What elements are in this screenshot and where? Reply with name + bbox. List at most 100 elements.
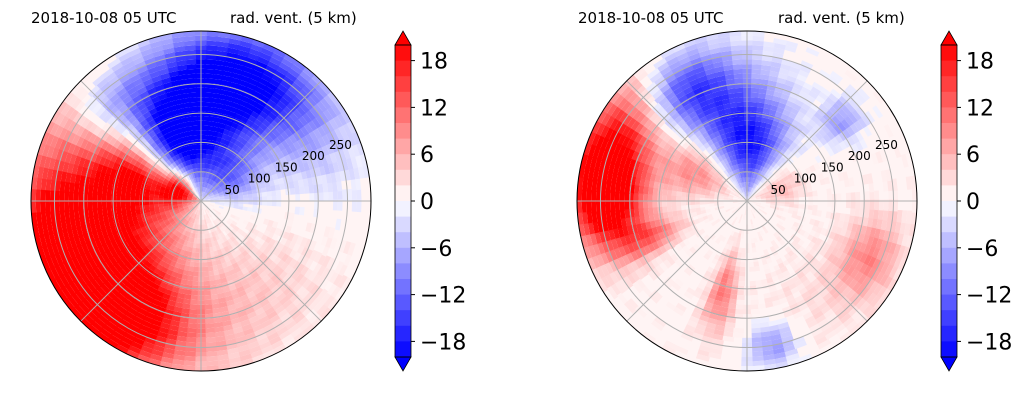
field-cell: [760, 184, 766, 189]
field-cell: [220, 79, 231, 87]
field-cell: [179, 162, 185, 169]
field-cell: [745, 191, 747, 197]
field-cell: [761, 198, 766, 201]
field-cell: [207, 184, 212, 190]
field-cell: [705, 175, 711, 182]
field-cell: [775, 159, 782, 166]
field-cell: [312, 137, 322, 150]
field-cell: [211, 131, 219, 137]
field-cell: [312, 102, 324, 115]
field-cell: [193, 183, 197, 188]
field-cell: [793, 256, 802, 265]
field-cell: [294, 118, 305, 129]
field-cell: [724, 192, 730, 196]
field-cell: [160, 211, 166, 216]
field-cell: [117, 177, 124, 186]
field-cell: [39, 234, 48, 249]
field-cell: [867, 216, 874, 228]
field-cell: [737, 208, 742, 213]
field-cell: [82, 233, 91, 245]
field-cell: [163, 273, 172, 281]
field-cell: [254, 306, 266, 316]
field-cell: [706, 322, 718, 330]
field-cell: [40, 178, 47, 192]
field-cell: [173, 118, 182, 125]
field-cell: [173, 349, 187, 357]
field-cell: [703, 68, 716, 76]
field-cell: [160, 77, 172, 85]
field-cell: [354, 153, 363, 168]
field-cell: [783, 79, 795, 88]
field-cell: [120, 201, 126, 208]
field-cell: [193, 208, 197, 214]
field-cell: [671, 190, 677, 197]
field-cell: [718, 89, 729, 96]
field-cell: [626, 252, 636, 265]
field-cell: [231, 220, 238, 226]
field-cell: [192, 218, 196, 224]
field-cell: [727, 92, 737, 99]
field-cell: [94, 154, 102, 165]
field-cell: [772, 163, 779, 170]
field-cell: [196, 328, 207, 334]
field-cell: [154, 104, 164, 113]
field-cell: [263, 64, 277, 75]
field-cell: [733, 327, 744, 334]
field-cell: [758, 69, 770, 76]
field-cell: [231, 167, 238, 174]
field-cell: [268, 179, 275, 187]
field-cell: [261, 68, 275, 79]
field-cell: [234, 216, 241, 221]
field-cell: [216, 132, 223, 139]
field-cell: [158, 228, 166, 235]
field-cell: [699, 314, 711, 323]
field-cell: [837, 233, 845, 244]
field-cell: [191, 197, 197, 200]
field-cell: [46, 243, 56, 258]
field-cell: [622, 244, 632, 257]
field-cell: [314, 165, 322, 177]
field-cell: [749, 204, 753, 209]
field-cell: [736, 106, 744, 112]
field-cell: [224, 198, 230, 201]
field-cell: [115, 292, 127, 303]
field-cell: [130, 186, 137, 193]
field-cell: [288, 98, 300, 110]
field-cell: [306, 293, 318, 306]
field-cell: [716, 271, 725, 278]
field-cell: [213, 165, 218, 172]
field-cell: [288, 180, 295, 189]
field-cell: [179, 181, 185, 187]
field-cell: [191, 252, 197, 258]
field-cell: [752, 208, 756, 213]
field-cell: [755, 179, 759, 185]
field-cell: [639, 215, 646, 225]
field-cell: [202, 219, 206, 225]
field-cell: [878, 199, 884, 211]
field-cell: [201, 172, 204, 178]
field-cell: [208, 191, 213, 196]
field-cell: [754, 149, 760, 156]
field-cell: [222, 172, 229, 179]
field-cell: [778, 97, 788, 105]
field-cell: [204, 195, 210, 199]
field-cell: [170, 176, 176, 182]
field-cell: [336, 179, 343, 192]
field-cell: [238, 40, 253, 49]
field-cell: [657, 206, 663, 215]
field-cell: [840, 118, 851, 129]
field-cell: [69, 209, 75, 221]
field-cell: [342, 189, 348, 201]
field-cell: [327, 181, 333, 193]
field-cell: [342, 146, 351, 160]
field-cell: [739, 183, 743, 188]
field-cell: [312, 127, 322, 139]
field-cell: [62, 118, 73, 132]
field-cell: [194, 233, 198, 239]
field-cell: [211, 181, 216, 187]
field-cell: [304, 238, 313, 250]
field-cell: [75, 254, 85, 267]
field-cell: [843, 114, 854, 127]
field-cell: [744, 191, 747, 197]
field-cell: [215, 185, 221, 190]
